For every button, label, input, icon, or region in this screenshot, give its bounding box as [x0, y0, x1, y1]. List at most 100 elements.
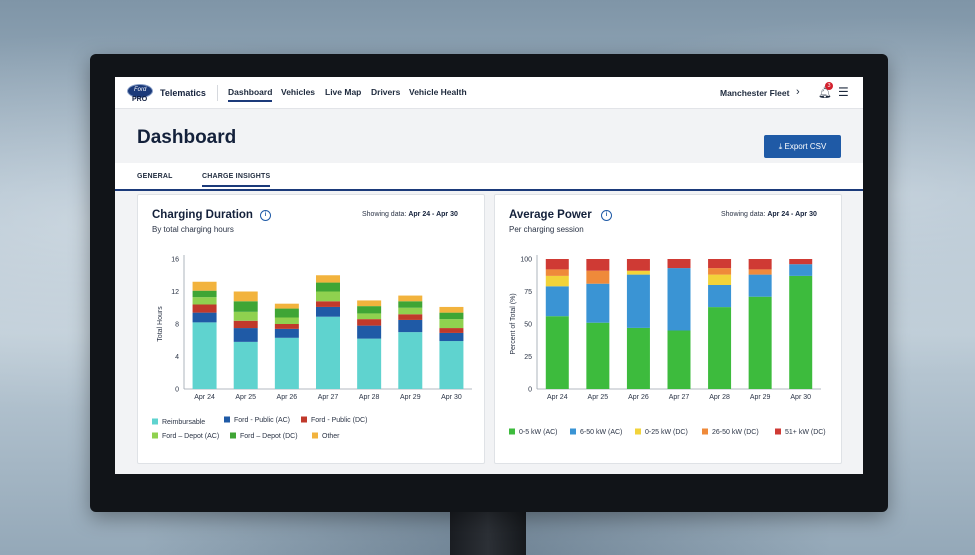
bell-icon[interactable]: 🔔︎: [818, 87, 832, 99]
bar-segment: [545, 259, 569, 270]
bar-segment: [233, 341, 258, 389]
legend-label: Ford - Public (AC): [234, 417, 290, 424]
bar-segment: [233, 301, 258, 312]
ford-logo-icon[interactable]: Ford: [127, 84, 153, 98]
bar-segment: [192, 297, 217, 305]
showing-label: Showing data:: [721, 211, 766, 218]
bar-segment: [439, 306, 464, 313]
x-tick-label: Apr 25: [588, 394, 609, 401]
bar-segment: [586, 283, 610, 323]
x-tick-label: Apr 30: [441, 394, 462, 401]
tab-charge-insights[interactable]: CHARGE INSIGHTS: [202, 173, 271, 187]
showing-range: Apr 24 - Apr 30: [408, 211, 458, 218]
legend-label: Ford – Depot (AC): [162, 433, 219, 440]
bar-segment: [316, 301, 340, 307]
bar-segment: [233, 291, 258, 302]
bar-segment: [748, 296, 772, 389]
info-icon[interactable]: i: [260, 210, 271, 221]
x-tick-label: Apr 26: [277, 394, 298, 401]
bar-segment: [316, 275, 340, 283]
chevron-right-icon[interactable]: ›: [796, 86, 800, 98]
y-tick-label: 16: [171, 257, 179, 264]
bar-segment: [545, 316, 569, 389]
brand-name: Telematics: [160, 88, 206, 98]
bar-segment: [586, 322, 610, 389]
tab-general[interactable]: GENERAL: [137, 173, 173, 180]
y-tick-label: 4: [175, 354, 179, 361]
x-tick-label: Apr 29: [750, 394, 771, 401]
legend-label: 0-25 kW (DC): [645, 429, 688, 436]
bar-segment: [398, 301, 423, 308]
bar-segment: [398, 307, 423, 315]
legend-label: 6-50 kW (AC): [580, 429, 622, 436]
chart-title: Average Power: [509, 209, 592, 221]
nav-item-vehicles[interactable]: Vehicles: [281, 87, 316, 97]
logo-text: Ford: [134, 87, 147, 93]
monitor-stand: [450, 508, 526, 555]
bar-segment: [708, 259, 732, 269]
y-tick-label: 25: [524, 354, 532, 361]
top-navigation: Ford PRO Telematics Dashboard Vehicles L…: [115, 77, 863, 109]
bar-segment: [398, 332, 423, 389]
chart-subtitle: By total charging hours: [152, 225, 234, 234]
legend-swatch: [775, 428, 781, 435]
y-tick-label: 75: [524, 289, 532, 296]
legend-swatch: [224, 416, 230, 423]
nav-item-vehicle-health[interactable]: Vehicle Health: [409, 87, 467, 97]
bar-segment: [667, 268, 691, 331]
bar-segment: [274, 324, 299, 329]
bar-segment: [545, 286, 569, 317]
average-power-card: Average Power i Per charging session Sho…: [494, 194, 842, 464]
legend-swatch: [301, 416, 307, 423]
legend-swatch: [230, 432, 236, 439]
brand-divider: [217, 85, 218, 101]
legend-swatch: [635, 428, 641, 435]
legend-label: Ford – Depot (DC): [240, 433, 298, 440]
hamburger-menu-icon[interactable]: ☰: [838, 85, 849, 99]
y-axis-label: Total Hours: [157, 306, 164, 342]
nav-item-dashboard[interactable]: Dashboard: [228, 87, 273, 102]
export-csv-button[interactable]: ⤓ Export CSV: [764, 135, 841, 158]
bar-segment: [789, 275, 813, 389]
bar-segment: [398, 295, 423, 302]
fleet-selector[interactable]: Manchester Fleet: [720, 88, 790, 98]
bar-segment: [545, 275, 569, 287]
bar-segment: [357, 338, 382, 389]
bar-segment: [274, 337, 299, 389]
bar-segment: [316, 306, 340, 317]
chart-subtitle: Per charging session: [509, 225, 584, 234]
app-screen: Ford PRO Telematics Dashboard Vehicles L…: [115, 77, 863, 474]
bar-segment: [708, 285, 732, 308]
bar-segment: [708, 268, 732, 275]
date-range-label: Showing data: Apr 24 - Apr 30: [362, 211, 458, 218]
bar-segment: [357, 300, 382, 307]
bar-segment: [398, 314, 423, 320]
charging-duration-chart: 0 4 8 12 16 Total Hours Apr 24 Apr 25 Apr 26 Apr …: [152, 255, 472, 440]
bar-segment: [357, 325, 382, 339]
bar-segment: [274, 328, 299, 338]
showing-label: Showing data:: [362, 211, 407, 218]
bar-segment: [626, 270, 650, 275]
bar-segment: [789, 264, 813, 276]
bar-segment: [439, 312, 464, 320]
x-tick-label: Apr 27: [318, 394, 339, 401]
nav-item-live-map[interactable]: Live Map: [325, 87, 362, 97]
bar-segment: [274, 308, 299, 318]
nav-item-drivers[interactable]: Drivers: [371, 87, 401, 97]
bar-segment: [439, 341, 464, 389]
bar-segment: [274, 303, 299, 309]
showing-range: Apr 24 - Apr 30: [767, 211, 817, 218]
legend-swatch: [509, 428, 515, 435]
chart-title: Charging Duration: [152, 209, 253, 221]
download-icon: ⤓: [778, 142, 783, 151]
legend-label: 51+ kW (DC): [785, 429, 826, 436]
legend-label: Reimbursable: [162, 419, 205, 426]
y-tick-label: 100: [520, 257, 532, 264]
x-tick-label: Apr 29: [400, 394, 421, 401]
legend-label: 26-50 kW (DC): [712, 429, 759, 436]
y-tick-label: 0: [528, 387, 532, 394]
bar-segment: [626, 259, 650, 271]
x-tick-label: Apr 28: [709, 394, 730, 401]
info-icon[interactable]: i: [601, 210, 612, 221]
x-tick-label: Apr 26: [628, 394, 649, 401]
